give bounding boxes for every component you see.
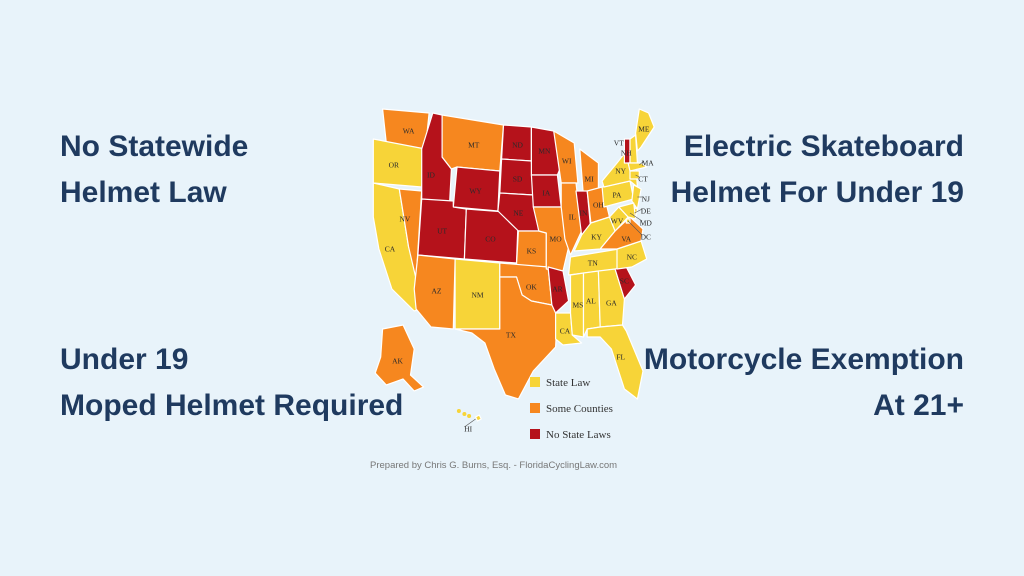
leader-line-de	[634, 208, 643, 214]
caption-line: Motorcycle Exemption	[643, 343, 964, 376]
state-label-co: CO	[485, 235, 496, 244]
state-label-ma: MA	[642, 159, 655, 168]
legend-label-some-counties: Some Counties	[546, 403, 613, 415]
state-label-hi: HI	[464, 425, 472, 434]
state-hi-island	[456, 409, 461, 413]
caption-line: Helmet For Under 19	[670, 176, 964, 209]
map-credit: Prepared by Chris G. Burns, Esq. - Flori…	[370, 460, 617, 471]
state-label-de: DE	[641, 207, 651, 216]
label-leader-lines	[464, 160, 645, 428]
caption-line: Moped Helmet Required	[60, 389, 404, 422]
state-label-mt: MT	[468, 141, 480, 150]
states-layer	[372, 108, 655, 422]
state-label-wi: WI	[562, 157, 572, 166]
state-ms	[569, 272, 585, 338]
state-label-wa: WA	[403, 127, 415, 136]
state-tx	[454, 276, 558, 400]
state-label-ca: CA	[385, 245, 396, 254]
state-label-wy: WY	[469, 187, 482, 196]
caption-line: At 21+	[873, 389, 964, 422]
state-label-wv: WV	[611, 217, 624, 226]
leader-line-hi	[464, 418, 476, 428]
state-label-nv: NV	[399, 215, 410, 224]
state-label-ak: AK	[392, 357, 403, 366]
state-label-la: CA	[560, 327, 571, 336]
state-hi-island	[462, 412, 467, 416]
caption-line: Under 19	[60, 343, 189, 376]
state-label-ny: NY	[615, 167, 626, 176]
state-label-or: OR	[389, 161, 399, 170]
caption-electric-skateboard: Electric Skateboard Helmet For Under 19	[671, 124, 964, 216]
state-label-sd: SD	[513, 175, 523, 184]
map-legend: State Law Some Counties No State Laws	[530, 377, 613, 441]
caption-line: Electric Skateboard	[683, 130, 964, 163]
state-label-mi: MI	[585, 175, 595, 184]
us-helmet-law-map: WA OR CA NV ID MT WY UT CO AZ NM ND SD NE KS OK TX MN IA MO…	[360, 95, 660, 480]
state-label-ia: IA	[542, 189, 550, 198]
state-label-ok: OK	[526, 283, 537, 292]
state-mo	[532, 206, 572, 272]
caption-line: Helmet Law	[60, 176, 227, 209]
state-il	[560, 182, 583, 256]
caption-line: No Statewide	[60, 130, 249, 163]
state-label-mo: MO	[550, 235, 563, 244]
state-fl	[586, 324, 644, 400]
state-label-sc: SC	[620, 277, 629, 286]
state-label-pa: PA	[613, 191, 622, 200]
state-md	[618, 202, 637, 220]
leader-line-md	[629, 212, 643, 222]
state-label-ks: KS	[527, 247, 537, 256]
state-label-id: ID	[427, 171, 435, 180]
state-label-nd: ND	[512, 141, 523, 150]
state-label-ut: UT	[437, 227, 447, 236]
state-label-ct: CT	[638, 175, 648, 184]
state-hi	[474, 414, 482, 422]
state-label-ky: KY	[591, 233, 602, 242]
state-label-az: AZ	[432, 287, 442, 296]
state-ar	[547, 266, 570, 314]
state-label-oh: OH	[593, 201, 604, 210]
caption-motorcycle-exemption: Motorcycle Exemption At 21+	[644, 337, 964, 429]
state-label-in: IN	[580, 209, 588, 218]
state-label-tn: TN	[588, 259, 599, 268]
leader-line-dc	[627, 220, 643, 236]
leader-line-ct	[635, 174, 640, 178]
state-label-ne: NE	[513, 209, 523, 218]
legend-label-no-state-laws: No State Laws	[546, 429, 611, 441]
legend-swatch-state-law	[530, 377, 540, 387]
legend-swatch-no-state-laws	[530, 429, 540, 439]
state-label-nh: NH	[621, 149, 632, 158]
state-label-fl: FL	[616, 353, 625, 362]
caption-moped-helmet: Under 19 Moped Helmet Required	[60, 337, 403, 429]
state-label-al: AL	[586, 297, 596, 306]
legend-swatch-some-counties	[530, 403, 540, 413]
state-label-nc: NC	[627, 253, 637, 262]
state-label-mn: MN	[538, 147, 551, 156]
state-label-vt: VT	[614, 139, 624, 148]
leader-line-ma	[639, 160, 645, 166]
state-hi-island	[467, 414, 472, 418]
state-label-ga: GA	[606, 299, 617, 308]
state-label-me: ME	[638, 125, 650, 134]
state-label-tx: TX	[506, 331, 517, 340]
map-canvas: WA OR CA NV ID MT WY UT CO AZ NM ND SD NE KS OK TX MN IA MO…	[370, 108, 655, 471]
caption-no-statewide-helmet-law: No Statewide Helmet Law	[60, 124, 248, 216]
state-label-nm: NM	[471, 291, 483, 300]
state-label-dc: DC	[641, 233, 651, 242]
state-me	[635, 108, 655, 152]
state-wi	[553, 130, 579, 184]
state-labels: WA OR CA NV ID MT WY UT CO AZ NM ND SD NE KS OK TX MN IA MO…	[385, 125, 655, 434]
state-ak	[374, 324, 425, 392]
state-label-va: VA	[621, 235, 631, 244]
legend-label-state-law: State Law	[546, 377, 590, 389]
state-label-ms: MS	[572, 301, 583, 310]
state-label-md: MD	[640, 219, 653, 228]
state-label-il: IL	[569, 213, 576, 222]
state-ga	[597, 268, 625, 328]
state-ct	[629, 170, 640, 180]
state-label-nj: NJ	[642, 195, 650, 204]
state-label-ar: AR	[552, 285, 562, 294]
state-ma	[627, 162, 648, 172]
